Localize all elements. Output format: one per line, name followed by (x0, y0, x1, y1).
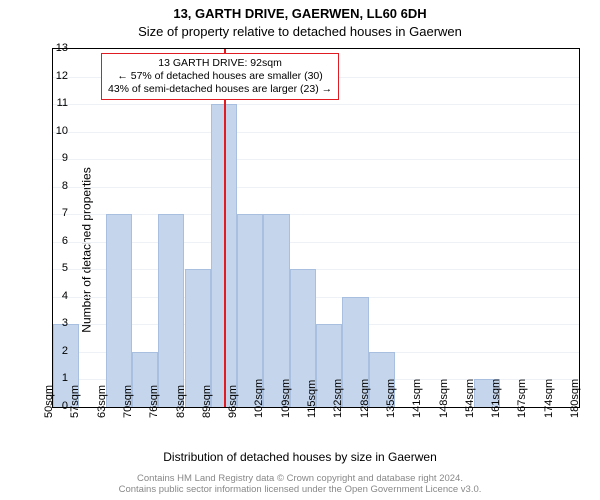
y-tick-label: 1 (50, 372, 68, 384)
title-main: 13, GARTH DRIVE, GAERWEN, LL60 6DH (0, 6, 600, 21)
marker-line (224, 49, 226, 407)
gridline (53, 297, 579, 298)
attribution: Contains HM Land Registry data © Crown c… (0, 474, 600, 496)
attribution-line2: Contains public sector information licen… (0, 485, 600, 496)
y-tick-label: 11 (50, 97, 68, 109)
gridline (53, 269, 579, 270)
y-tick-label: 10 (50, 125, 68, 137)
y-tick-label: 13 (50, 42, 68, 54)
chart-container: 13, GARTH DRIVE, GAERWEN, LL60 6DH Size … (0, 0, 600, 500)
histogram-bar (106, 214, 132, 407)
plot-area: 13 GARTH DRIVE: 92sqm ← 57% of detached … (52, 48, 580, 408)
y-tick-label: 12 (50, 70, 68, 82)
y-tick-label: 8 (50, 180, 68, 192)
callout-line3: 43% of semi-detached houses are larger (… (108, 83, 332, 96)
callout-line1: 13 GARTH DRIVE: 92sqm (108, 57, 332, 70)
y-tick-label: 4 (50, 290, 68, 302)
x-axis-label: Distribution of detached houses by size … (0, 450, 600, 464)
gridline (53, 242, 579, 243)
y-tick-label: 2 (50, 345, 68, 357)
gridline (53, 159, 579, 160)
y-tick-label: 9 (50, 152, 68, 164)
title-sub: Size of property relative to detached ho… (0, 24, 600, 39)
callout-box: 13 GARTH DRIVE: 92sqm ← 57% of detached … (101, 53, 339, 100)
y-tick-label: 3 (50, 317, 68, 329)
gridline (53, 187, 579, 188)
y-tick-label: 7 (50, 207, 68, 219)
callout-line2: ← 57% of detached houses are smaller (30… (108, 70, 332, 83)
gridline (53, 132, 579, 133)
y-tick-label: 6 (50, 235, 68, 247)
gridline (53, 104, 579, 105)
y-tick-label: 5 (50, 262, 68, 274)
histogram-bar (158, 214, 184, 407)
gridline (53, 214, 579, 215)
